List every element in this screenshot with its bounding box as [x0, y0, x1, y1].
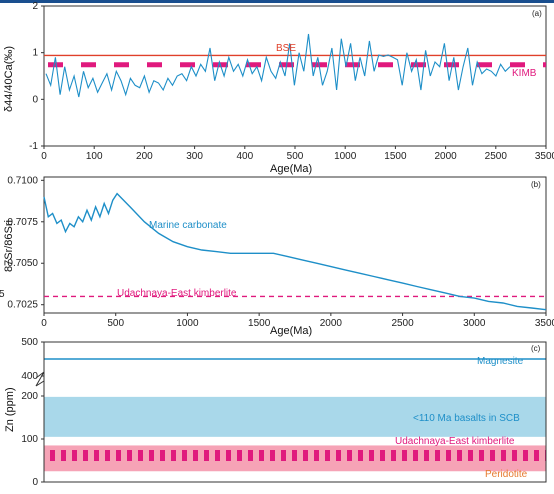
- basalt-band: [44, 396, 546, 437]
- y-tick-label: 100: [21, 434, 38, 445]
- panel-a-y-ticks: -1 0 1 2: [29, 1, 44, 152]
- y-tick-label: 400: [21, 371, 38, 382]
- x-tick-label: 0: [41, 318, 47, 329]
- marine-carbonate-series: [43, 192, 547, 311]
- kimberlite-label: Udachnaya-East kimberlite: [395, 436, 515, 447]
- panel-b: (b) Marine carbonate Udachnaya-East kimb…: [0, 175, 554, 337]
- y-tick-label: 2: [32, 1, 38, 12]
- x-tick-label: 1500: [384, 151, 407, 162]
- x-tick-label: 500: [287, 151, 304, 162]
- y-tick-label: 0.7100: [7, 175, 38, 186]
- marine-carbonate-label: Marine carbonate: [149, 220, 227, 231]
- panel-c-y-ticks: 0 100 200 400 500: [21, 337, 44, 488]
- kimb-label: KIMB: [512, 68, 537, 79]
- x-tick-label: 2500: [485, 151, 508, 162]
- y-tick-label: 500: [21, 337, 38, 348]
- x-tick-label: 0: [41, 151, 47, 162]
- x-tick-label: 1000: [334, 151, 357, 162]
- y-tick-label: 0.7050: [7, 258, 38, 269]
- x-tick-label: 2000: [434, 151, 457, 162]
- panel-a-label: (a): [532, 9, 542, 18]
- x-tick-label: 2000: [320, 318, 343, 329]
- y-tick-label: 200: [21, 391, 38, 402]
- x-tick-label: 1000: [176, 318, 199, 329]
- panel-b-y-label: 87Sr/86Sri: [3, 220, 15, 272]
- panel-a-y-label: δ44/40Ca(‰): [3, 46, 15, 112]
- panel-b-label: (b): [531, 180, 541, 189]
- x-tick-label: 300: [186, 151, 203, 162]
- x-tick-label: 200: [136, 151, 153, 162]
- y-tick-label: 0: [32, 477, 38, 488]
- panel-b-frame: [43, 176, 547, 314]
- x-tick-label: 500: [107, 318, 124, 329]
- y-tick-label: 0: [32, 94, 38, 105]
- x-tick-label: 3500: [535, 318, 554, 329]
- panel-b-x-ticks: 0 500 1000 1500 2000 2500 3000 3500: [41, 313, 554, 329]
- x-tick-label: 3500: [535, 151, 554, 162]
- x-tick-label: 100: [86, 151, 103, 162]
- y-tick-label: 0.7025: [7, 300, 38, 311]
- y-tick-label: 0.7075: [7, 217, 38, 228]
- ca-isotope-series: [45, 33, 511, 98]
- panel-a-frame: [43, 5, 547, 147]
- axis-break-mark: [35, 371, 45, 387]
- basalt-label: <110 Ma basalts in SCB: [413, 413, 520, 424]
- panel-a-x-label: Age(Ma): [270, 163, 312, 175]
- magnesite-label: Magnesite: [477, 356, 524, 367]
- panel-c: (c) Magnesite <110 Ma basalts in SCB Uda…: [4, 337, 547, 488]
- y-tick-label: -1: [29, 141, 38, 152]
- x-tick-label: 400: [236, 151, 253, 162]
- top-strip: [0, 0, 554, 3]
- x-tick-label: 1500: [248, 318, 271, 329]
- panel-c-frame: [43, 341, 547, 483]
- bse-label: BSE: [276, 43, 296, 54]
- x-tick-label: 3000: [463, 318, 486, 329]
- udachnaya-label: Udachnaya-East kimberlite: [117, 288, 237, 299]
- panel-c-label: (c): [531, 344, 541, 353]
- x-tick-label: 2500: [391, 318, 414, 329]
- panel-a-x-ticks: 0 100 200 300 400 500 1000 1500 2000 2500 3500: [41, 146, 554, 162]
- panel-c-y-label: Zn (ppm): [4, 387, 16, 432]
- page-fragment: 5: [0, 289, 5, 300]
- peridotite-label: Peridotite: [485, 469, 528, 480]
- panel-b-x-label: Age(Ma): [270, 325, 312, 337]
- panel-b-y-ticks: 0.7025 0.7050 0.7075 0.7100: [7, 175, 44, 311]
- y-tick-label: 1: [32, 48, 38, 59]
